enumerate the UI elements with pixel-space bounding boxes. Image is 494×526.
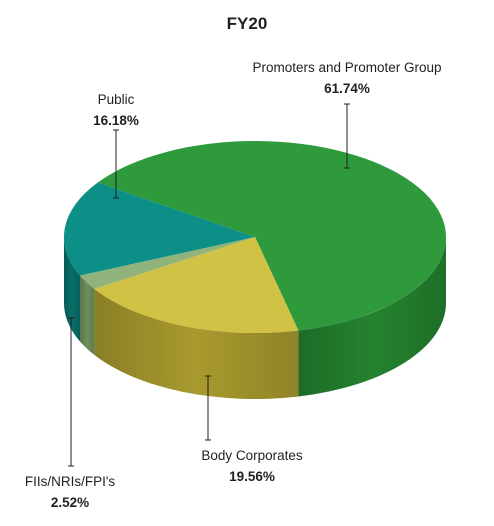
slice-label-2: FIIs/NRIs/FPI's bbox=[25, 474, 116, 489]
pie-slice-side-shade-2 bbox=[80, 275, 95, 355]
slice-label-3: Public bbox=[98, 92, 135, 107]
pie-slice-1 bbox=[94, 237, 299, 333]
pie-slice-2 bbox=[80, 237, 255, 289]
slice-value-2: 2.52% bbox=[51, 495, 89, 510]
slice-value-3: 16.18% bbox=[93, 113, 139, 128]
pie-slice-side-shade-1 bbox=[94, 288, 299, 400]
pie-slice-0 bbox=[97, 141, 446, 331]
pie-sides bbox=[64, 237, 447, 400]
chart-title: FY20 bbox=[227, 14, 268, 33]
slice-value-0: 61.74% bbox=[324, 81, 370, 96]
pie-slice-side-shade-3 bbox=[64, 237, 81, 342]
slice-label-0: Promoters and Promoter Group bbox=[252, 60, 441, 75]
pie-labels: Promoters and Promoter Group 61.74% Body C… bbox=[25, 60, 442, 510]
pie-slice-3 bbox=[63, 182, 256, 276]
slice-label-1: Body Corporates bbox=[201, 448, 303, 463]
slice-value-1: 19.56% bbox=[229, 469, 275, 484]
pie-slice-side-shade-0 bbox=[298, 237, 447, 397]
pie-slices bbox=[63, 141, 446, 333]
